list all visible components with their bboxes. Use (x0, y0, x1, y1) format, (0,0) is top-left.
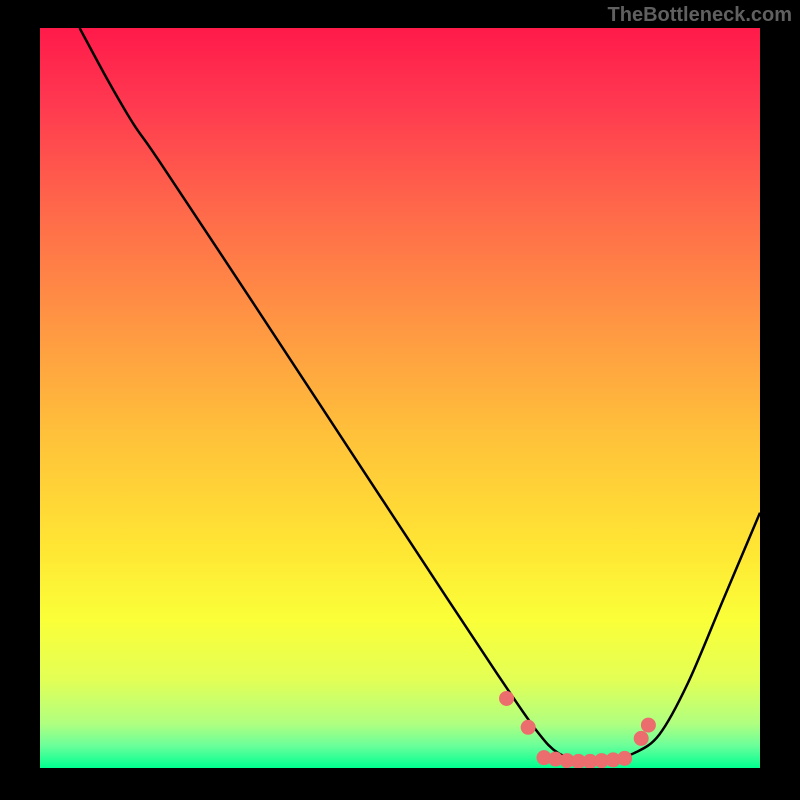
marker-point (521, 720, 535, 734)
marker-point (618, 751, 632, 765)
marker-point (634, 731, 648, 745)
marker-point (641, 718, 655, 732)
chart-plot-area (40, 28, 760, 768)
chart-container: TheBottleneck.com (0, 0, 800, 800)
bottleneck-curve (80, 28, 760, 762)
marker-point (500, 691, 514, 705)
watermark-text: TheBottleneck.com (608, 4, 792, 27)
marker-points (500, 691, 656, 768)
curve-overlay (40, 28, 760, 768)
